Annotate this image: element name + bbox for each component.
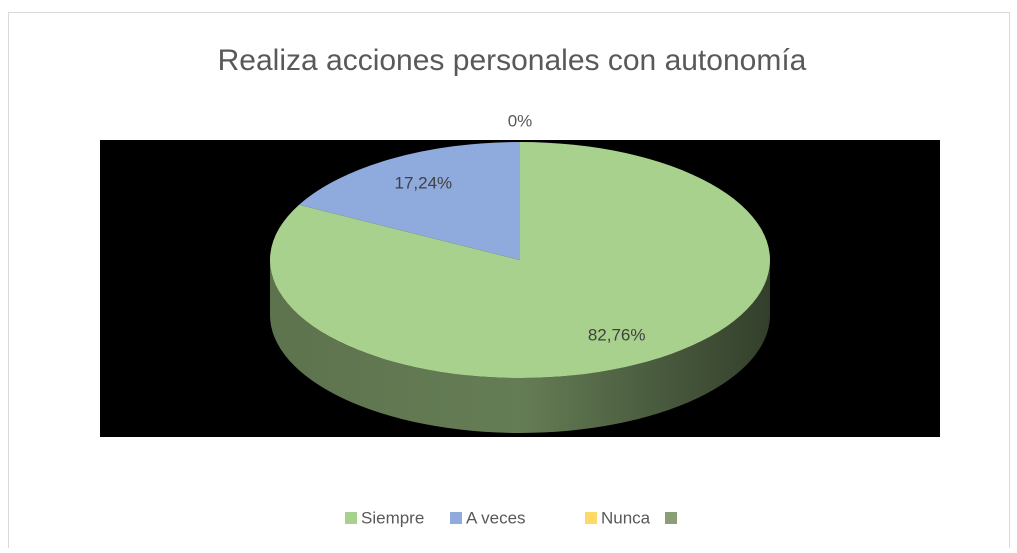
data-label: 0% xyxy=(508,111,533,130)
legend-swatch xyxy=(585,512,597,524)
data-label: 17,24% xyxy=(395,174,453,193)
legend-label: A veces xyxy=(466,508,526,527)
legend-swatch xyxy=(345,512,357,524)
legend-label: Siempre xyxy=(361,508,424,527)
data-label: 82,76% xyxy=(588,325,646,344)
legend-swatch xyxy=(665,512,677,524)
legend-swatch xyxy=(450,512,462,524)
slice xyxy=(269,142,770,378)
slice-side xyxy=(270,260,770,433)
slice xyxy=(299,142,520,260)
chart-title: Realiza acciones personales con autonomí… xyxy=(218,44,807,77)
legend-label: Nunca xyxy=(601,508,651,527)
